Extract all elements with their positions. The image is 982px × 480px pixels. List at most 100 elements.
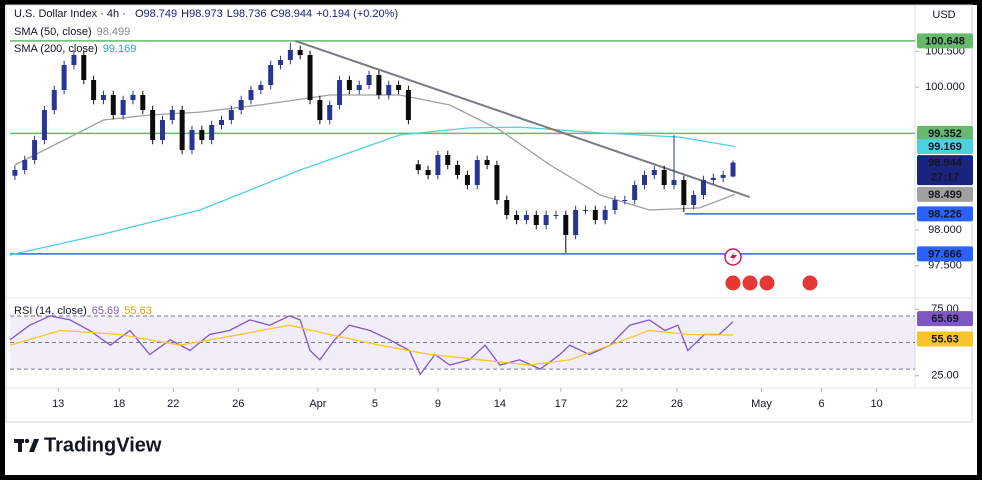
x-tick-label: 9 [435, 398, 441, 410]
ohlc-value: 98.973 [189, 8, 223, 20]
level-label: 100.648 [925, 35, 965, 47]
candle-body [710, 177, 716, 180]
x-tick-label: 10 [871, 398, 883, 410]
candle-body [701, 180, 707, 195]
sma-line [9, 126, 736, 256]
flag-icons [724, 274, 819, 292]
x-tick-label: 26 [232, 398, 244, 410]
event-icon [730, 251, 737, 263]
ohlc-letter: H [181, 8, 189, 20]
candle-body [573, 210, 579, 235]
y-tick-label: 98.000 [928, 224, 962, 236]
level-label-bg [917, 33, 973, 49]
flag-icon [724, 274, 742, 292]
candle-body [445, 155, 451, 165]
y-tick-label: 100.000 [925, 81, 965, 93]
level-label-bg [917, 206, 973, 222]
candle-body [209, 125, 215, 140]
candle-body [356, 85, 362, 90]
level-label: 98.226 [928, 208, 962, 220]
candle-body [484, 160, 490, 165]
brand-logo [14, 438, 39, 452]
legend-sma200: SMA (200, close) 99.169 [14, 43, 136, 55]
candle-body [376, 75, 382, 95]
candle-body [563, 215, 569, 235]
x-tick-label: 14 [494, 398, 506, 410]
candle-body [199, 130, 205, 140]
candle-body [455, 165, 461, 175]
candle-body [523, 215, 529, 220]
legend-sma50: SMA (50, close) 98.499 [14, 26, 130, 38]
rsi-y-tick-label: 25.00 [931, 370, 959, 382]
rsi-line [9, 315, 734, 376]
x-tick-label: 6 [818, 398, 824, 410]
candle-body [71, 55, 77, 65]
x-tick-label: 18 [113, 398, 125, 410]
x-tick-label: 22 [616, 398, 628, 410]
candle-body [110, 95, 116, 115]
candle-body [218, 120, 224, 125]
x-tick-label: 13 [52, 398, 64, 410]
rsi-label: 65.69 [931, 313, 959, 325]
level-label-bg [917, 125, 973, 141]
candle-body [543, 215, 549, 225]
rsi-label: 55.63 [931, 333, 959, 345]
candle-body [130, 95, 136, 100]
sma-line [14, 94, 736, 211]
logo-part [18, 439, 22, 452]
candle-body [120, 100, 126, 115]
candle-body [474, 160, 480, 185]
legend-name: SMA (50, close) [14, 26, 92, 38]
legend-rsi: RSI (14, close) 65.69 55.63 [14, 305, 152, 317]
candle-body [51, 90, 57, 110]
candle-body [622, 200, 628, 201]
x-tick-label: 17 [555, 398, 567, 410]
candle-body [681, 180, 687, 205]
candle-body [307, 55, 313, 100]
flag-icon [741, 274, 759, 292]
currency: USD [932, 9, 955, 21]
header: U.S. Dollar Index · 4h · O98.749 H98.973 L… [14, 8, 398, 20]
candle-body [504, 200, 510, 215]
candle-body [337, 80, 343, 105]
candle-body [582, 210, 588, 211]
flag-icon [758, 274, 776, 292]
legend-value: 65.69 [92, 305, 120, 317]
legend-value: 55.63 [124, 305, 152, 317]
candle-body [494, 165, 500, 200]
legend-value: 98.499 [97, 26, 131, 38]
candle-body [268, 65, 274, 85]
y-tick-label: 97.500 [928, 260, 962, 272]
candle-body [81, 55, 87, 80]
sma-label: 98.499 [928, 189, 962, 201]
candle-body [651, 170, 657, 175]
candle-body [238, 100, 244, 110]
legend-name: SMA (200, close) [14, 43, 98, 55]
sma-label-bg [917, 139, 973, 154]
flag-icon [801, 274, 819, 292]
candle-body [41, 110, 47, 140]
ohlc-letter: C [271, 8, 279, 20]
candle-body [91, 80, 97, 100]
candle-body [179, 110, 185, 150]
legend-name: RSI (14, close) [14, 305, 87, 317]
candle-body [22, 160, 28, 170]
candle-body [150, 110, 156, 140]
candle-body [258, 85, 264, 90]
event-icons [724, 248, 819, 292]
x-tick-label: 26 [671, 398, 683, 410]
candle-body [691, 195, 697, 205]
change: +0.194 (+0.20%) [316, 8, 398, 20]
candle-body [435, 155, 441, 175]
candle-body [386, 85, 392, 95]
candle-body [140, 95, 146, 110]
logo-part [29, 439, 39, 452]
candle-body [612, 200, 618, 210]
candle-body [602, 210, 608, 220]
level-label: 99.352 [928, 128, 962, 140]
level-label: 97.666 [928, 248, 962, 260]
candle-body [278, 60, 284, 65]
logo-part [24, 438, 30, 444]
x-tick-label: 22 [167, 398, 179, 410]
